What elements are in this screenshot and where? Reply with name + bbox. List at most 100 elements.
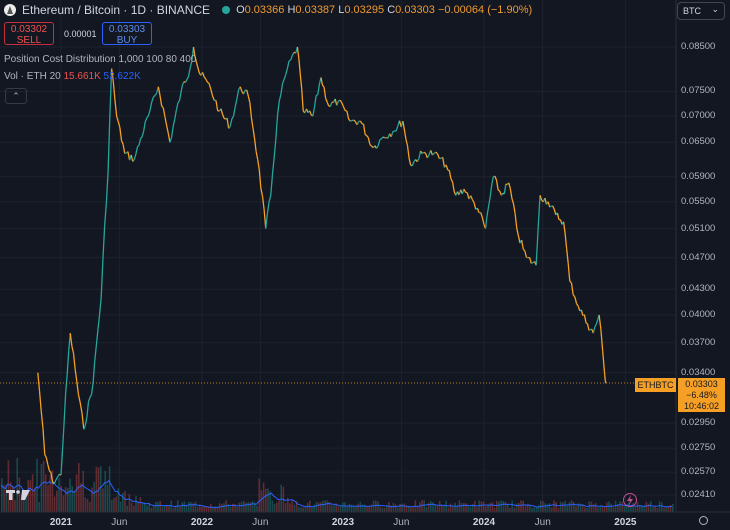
price-segment [143, 121, 146, 132]
volume-indicator[interactable]: Vol · ETH 20 15.661K 52.622K [4, 71, 141, 82]
price-segment [408, 157, 412, 166]
price-segment [486, 205, 490, 216]
lightning-icon[interactable] [623, 493, 637, 507]
volume-bar [51, 470, 54, 512]
price-segment [341, 102, 345, 107]
volume-bar [443, 505, 445, 512]
volume-bar [227, 503, 230, 512]
ethereum-logo-icon [4, 4, 16, 16]
volume-bar [188, 501, 190, 512]
volume-bar [251, 501, 254, 512]
volume-bar [386, 505, 388, 512]
price-segment [362, 124, 366, 135]
volume-bar [328, 501, 331, 512]
price-segment [566, 248, 569, 264]
price-segment [79, 402, 83, 414]
volume-bar [258, 478, 260, 512]
volume-bar [80, 483, 82, 512]
price-segment [110, 68, 114, 82]
price-segment [433, 151, 437, 154]
sell-label: SELL [16, 35, 42, 46]
volume-bar [276, 502, 278, 512]
price-segment [69, 333, 73, 347]
price-segment [104, 202, 108, 226]
price-segment [342, 106, 346, 111]
price-segment [463, 188, 467, 193]
price-segment [84, 417, 88, 426]
price-segment [512, 203, 516, 214]
price-segment [381, 136, 384, 140]
price-segment [42, 428, 46, 455]
volume-bar [370, 504, 373, 512]
volume-bar [207, 506, 210, 512]
price-segment [448, 170, 452, 179]
volume-bar [60, 486, 62, 512]
price-segment [140, 136, 143, 139]
price-segment [351, 119, 354, 122]
price-segment [570, 282, 574, 295]
volume-bar [218, 503, 221, 512]
volume-bar [234, 504, 236, 512]
volume-bar [379, 506, 381, 512]
volume-bar [390, 505, 392, 512]
volume-bar [531, 507, 533, 512]
price-segment [64, 374, 68, 394]
symbol-title[interactable]: Ethereum / Bitcoin · 1D · BINANCE [22, 3, 211, 17]
volume-bar [161, 506, 164, 512]
price-segment [172, 118, 176, 127]
price-segment [239, 86, 243, 92]
price-segment [361, 123, 364, 125]
volume-bar [625, 505, 628, 512]
currency-select[interactable]: BTC ⌄ [677, 2, 725, 20]
volume-bar [669, 505, 672, 512]
volume-bar [641, 505, 643, 512]
volume-bar [419, 502, 421, 512]
price-segment [249, 102, 253, 118]
volume-bar [205, 506, 208, 512]
price-segment [169, 137, 173, 143]
price-segment [556, 212, 560, 220]
position-cost-indicator[interactable]: Position Cost Distribution 1,000 100 80 … [4, 54, 197, 65]
symbol-price-tag: ETHBTC [635, 378, 676, 392]
price-segment [89, 394, 93, 398]
price-segment [226, 118, 230, 129]
price-segment [298, 58, 301, 75]
price-segment [220, 108, 224, 115]
volume-bar [584, 507, 586, 512]
volume-bar [489, 503, 491, 512]
volume-bar [91, 487, 93, 512]
price-segment [406, 145, 410, 159]
price-segment [481, 217, 485, 225]
volume-bar [522, 500, 524, 512]
buy-button[interactable]: 0.03303 BUY [102, 22, 152, 46]
collapse-indicators-button[interactable]: ⌃ [5, 88, 27, 104]
volume-bar [108, 466, 111, 512]
price-segment [102, 225, 106, 260]
volume-bar [174, 505, 177, 512]
price-segment [77, 394, 81, 403]
price-segment [119, 127, 123, 141]
volume-bar [311, 506, 313, 512]
bar-countdown: 10:46:02 [683, 401, 720, 411]
price-axis-label: 0.02570 [681, 466, 716, 478]
price-segment [146, 115, 149, 119]
price-segment [537, 195, 541, 230]
price-segment [377, 139, 381, 146]
price-segment [185, 78, 188, 83]
price-segment [86, 402, 90, 418]
volume-bar [592, 504, 595, 512]
price-segment [278, 94, 282, 102]
volume-bar [53, 496, 56, 512]
volume-bar [355, 505, 357, 512]
volume-bar [93, 482, 95, 512]
price-segment [45, 457, 49, 465]
volume-bar [49, 475, 51, 512]
sell-button[interactable]: 0.03302 SELL [4, 22, 54, 46]
volume-bar [588, 501, 590, 512]
price-segment [197, 67, 200, 74]
volume-bar [212, 507, 214, 512]
gear-icon[interactable] [699, 516, 708, 525]
volume-bar [454, 502, 456, 512]
volume-bar [210, 504, 212, 512]
